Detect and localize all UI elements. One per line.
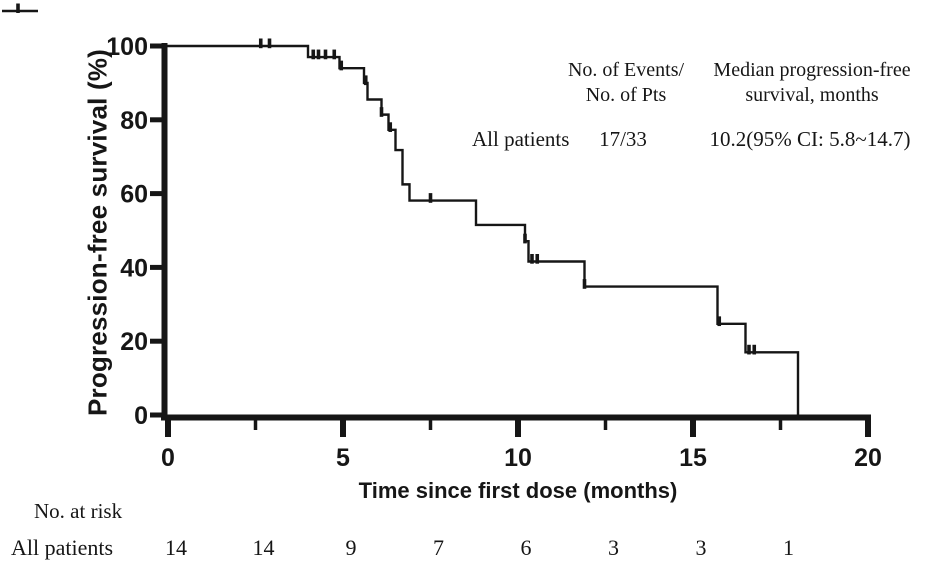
events-value: 17/33 <box>599 127 647 151</box>
risk-count: 9 <box>345 535 357 560</box>
risk-count: 3 <box>608 535 619 560</box>
events-header-line2: No. of Pts <box>585 84 667 106</box>
risk-count: 3 <box>695 535 707 560</box>
series-marker-icon <box>2 3 38 13</box>
events-column-header: No. of Events/ No. of Pts <box>476 58 776 108</box>
y-tick-label: 40 <box>120 254 148 282</box>
y-tick-label: 80 <box>120 107 148 135</box>
median-header-line2: survival, months <box>745 84 879 106</box>
risk-count: 14 <box>165 535 187 560</box>
median-column-header: Median progression-free survival, months <box>662 58 931 108</box>
y-tick-label: 60 <box>120 181 148 209</box>
risk-count: 6 <box>520 535 532 560</box>
legend-series-label: All patients <box>472 127 570 151</box>
risk-table-row-label: All patients <box>11 535 114 560</box>
risk-count: 14 <box>252 535 275 560</box>
x-tick-label: 10 <box>504 444 532 472</box>
y-axis-title: Progression-free survival (%) <box>82 48 113 417</box>
risk-count: 1 <box>783 535 794 560</box>
x-tick-label: 0 <box>161 444 175 472</box>
x-tick-label: 5 <box>336 444 350 472</box>
y-tick-label: 0 <box>134 402 148 430</box>
events-header-line1: No. of Events/ <box>567 59 685 81</box>
y-tick-label: 100 <box>106 33 148 61</box>
x-tick-label: 20 <box>854 444 882 472</box>
risk-count: 7 <box>433 535 444 560</box>
y-tick-label: 20 <box>120 328 148 356</box>
x-tick-label: 15 <box>679 444 707 472</box>
median-value: 10.2(95% CI: 5.8~14.7) <box>709 127 911 151</box>
x-axis-title: Time since first dose (months) <box>358 478 678 503</box>
km-step-curve <box>166 44 800 415</box>
risk-table-caption: No. at risk <box>34 499 123 523</box>
median-header-line1: Median progression-free <box>713 59 911 81</box>
